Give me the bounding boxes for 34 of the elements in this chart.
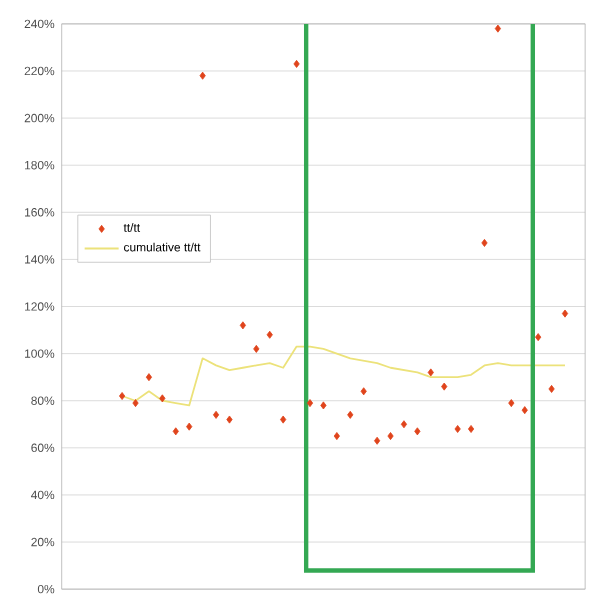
point	[454, 425, 462, 433]
point	[267, 330, 274, 339]
point	[361, 387, 368, 396]
point	[173, 427, 180, 436]
point	[334, 432, 341, 441]
point	[495, 24, 502, 33]
point	[522, 406, 529, 415]
point	[387, 432, 395, 441]
point	[119, 392, 126, 400]
point	[159, 394, 166, 403]
point	[508, 399, 515, 408]
point	[441, 382, 448, 391]
point	[280, 415, 287, 424]
point	[548, 384, 556, 393]
point	[213, 410, 220, 419]
point	[320, 401, 327, 410]
point	[226, 415, 233, 424]
point	[293, 59, 301, 68]
point	[199, 71, 207, 80]
point	[535, 333, 542, 342]
point	[240, 321, 247, 330]
point	[414, 427, 421, 436]
point	[132, 399, 140, 408]
point	[253, 344, 260, 353]
point	[468, 425, 475, 433]
point	[307, 399, 314, 408]
point	[186, 422, 193, 431]
point	[428, 368, 435, 377]
point	[481, 238, 488, 247]
point	[146, 373, 153, 382]
point	[401, 420, 408, 429]
point	[562, 309, 569, 318]
point	[347, 410, 354, 419]
point	[374, 436, 381, 445]
